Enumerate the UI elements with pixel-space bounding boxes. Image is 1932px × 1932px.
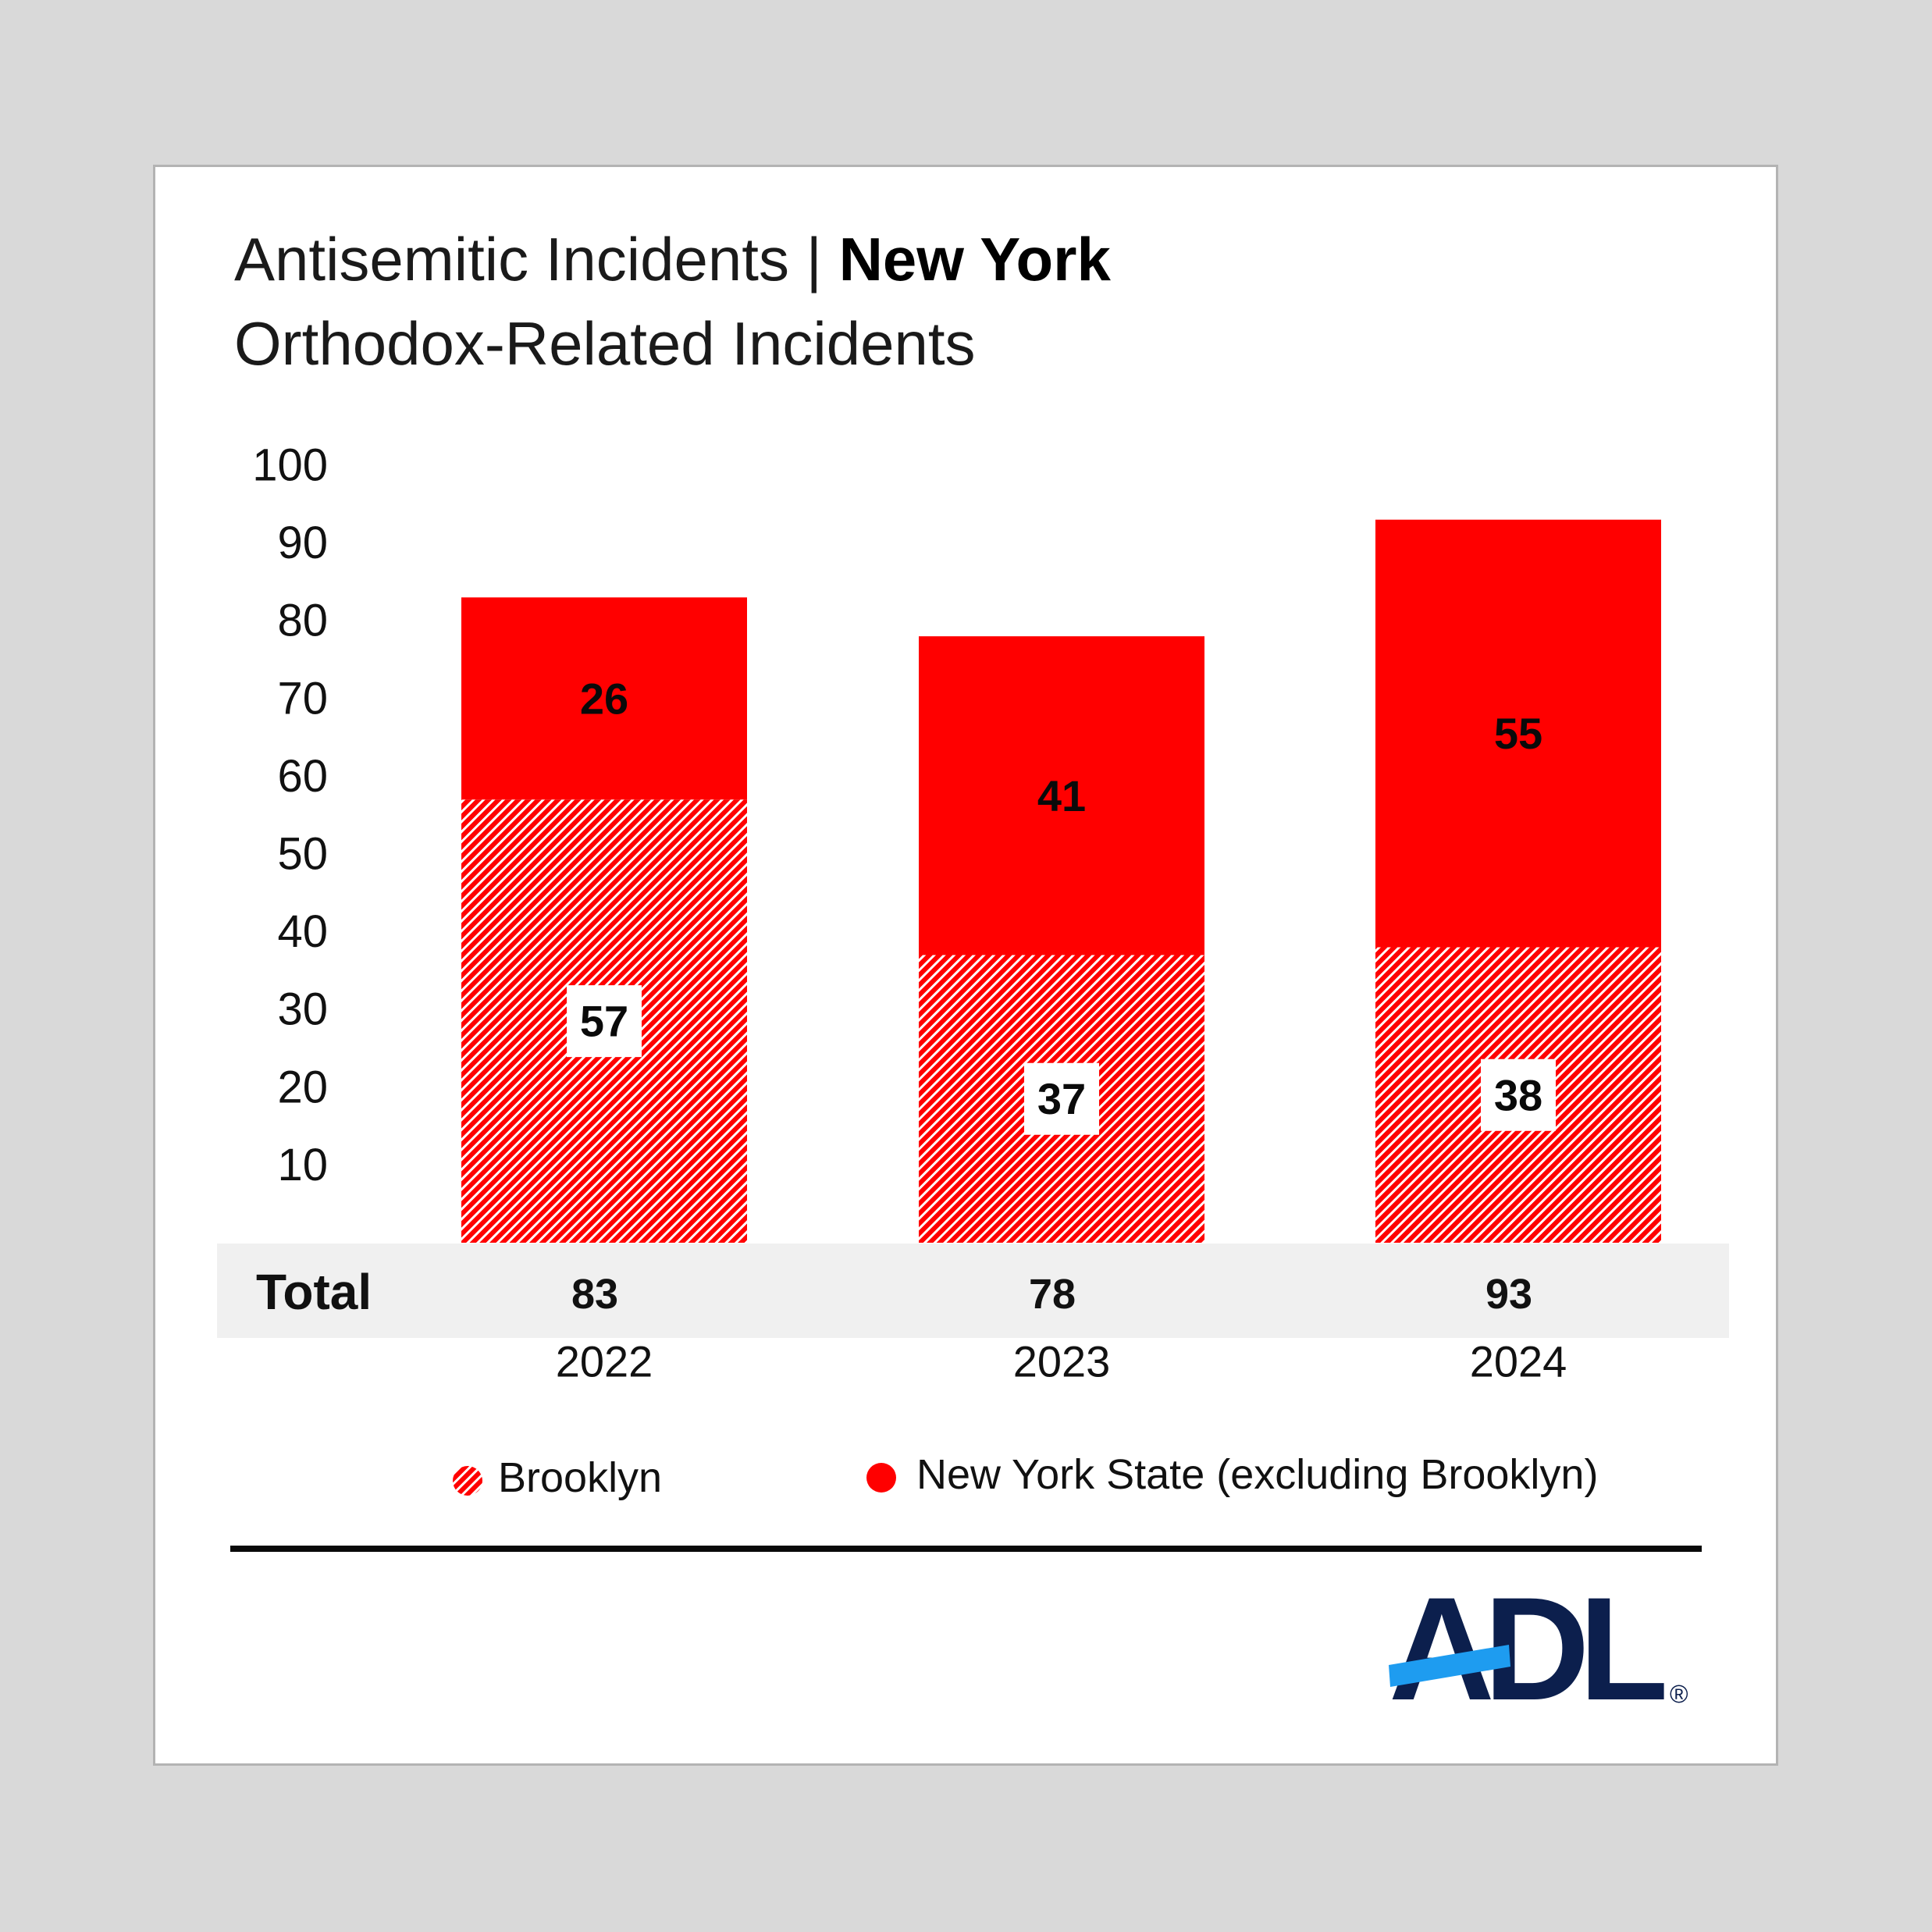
total-label: Total <box>256 1264 372 1320</box>
data-label-box <box>567 985 642 1058</box>
total-band <box>217 1244 1729 1338</box>
dot-swatch-icon <box>866 1462 896 1493</box>
data-label-box <box>1481 1059 1556 1131</box>
bar-segment-nys <box>1375 519 1661 948</box>
legend-item-nys: New York State (excluding Brooklyn) <box>865 1450 1598 1499</box>
y-tick-label: 10 <box>277 1140 328 1190</box>
svg-text:ADL: ADL <box>1389 1589 1665 1713</box>
y-tick-label: 20 <box>277 1062 328 1112</box>
svg-text:®: ® <box>1670 1680 1688 1708</box>
y-tick-label: 80 <box>277 596 328 646</box>
x-tick-label: 2024 <box>1470 1337 1567 1386</box>
data-label: 37 <box>1037 1074 1086 1123</box>
adl-logo-icon: ADL ® <box>1389 1567 1688 1731</box>
total-value: 78 <box>1029 1271 1076 1318</box>
total-value: 83 <box>571 1271 618 1318</box>
x-tick-label: 2023 <box>1013 1337 1111 1386</box>
chart-title: Antisemitic Incidents | New York <box>234 226 1111 294</box>
y-tick-label: 100 <box>252 440 328 491</box>
total-value: 93 <box>1485 1271 1532 1318</box>
legend-label-brooklyn: Brooklyn <box>498 1454 663 1501</box>
x-tick-label: 2022 <box>556 1337 653 1386</box>
divider-rule <box>230 1546 1702 1552</box>
y-tick-label: 70 <box>277 673 328 724</box>
data-label: 55 <box>1494 709 1542 758</box>
bar-segment-nys <box>461 597 747 800</box>
y-tick-label: 50 <box>277 829 328 880</box>
legend-label-nys: New York State (excluding Brooklyn) <box>916 1451 1599 1498</box>
data-label: 41 <box>1037 771 1086 820</box>
hatch-swatch-icon <box>453 1465 482 1496</box>
bar-segment-nys <box>919 636 1204 955</box>
title-regular: Antisemitic Incidents | <box>234 225 839 294</box>
y-tick-label: 90 <box>277 518 328 568</box>
y-tick-label: 30 <box>277 984 328 1035</box>
title-bold: New York <box>838 225 1111 294</box>
legend-item-brooklyn: Brooklyn <box>451 1453 662 1502</box>
y-tick-label: 40 <box>277 906 328 957</box>
chart-subtitle: Orthodox-Related Incidents <box>234 309 976 378</box>
data-label: 38 <box>1494 1070 1542 1119</box>
y-tick-label: 60 <box>277 751 328 802</box>
data-label-box <box>1024 1062 1099 1135</box>
adl-logo: ADL ® <box>1386 1567 1698 1731</box>
data-label: 26 <box>580 674 628 723</box>
data-label: 57 <box>580 997 628 1046</box>
